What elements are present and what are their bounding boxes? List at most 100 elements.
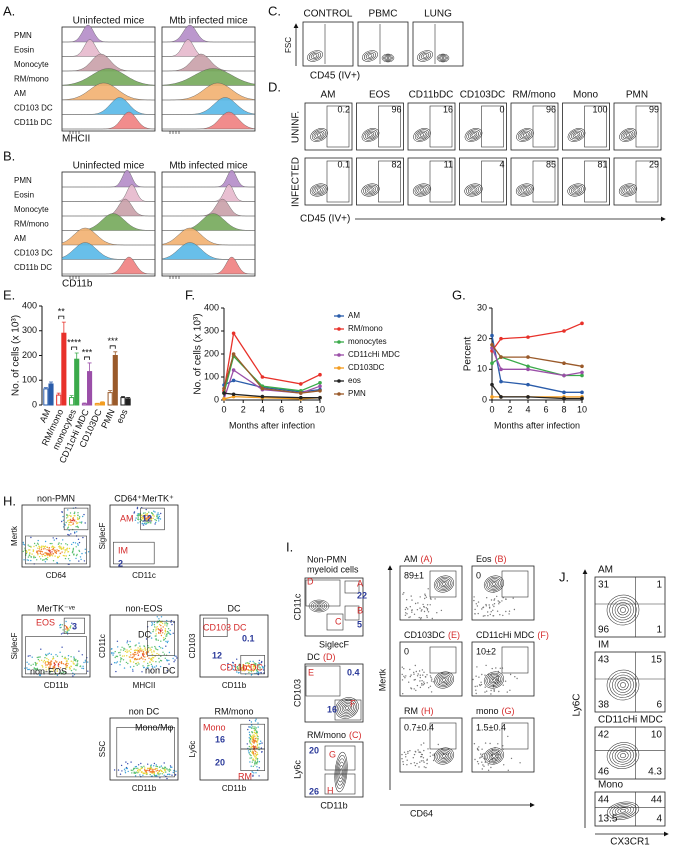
event-dot xyxy=(249,761,251,763)
event-dot xyxy=(53,664,56,666)
event-dot xyxy=(247,662,249,665)
event-dot xyxy=(243,670,245,672)
event-dot xyxy=(473,743,476,745)
event-dot xyxy=(261,751,263,753)
contour xyxy=(483,671,505,689)
event-dot xyxy=(130,654,132,656)
event-dot xyxy=(426,682,428,684)
plot-frame xyxy=(304,102,353,151)
event-dot xyxy=(156,515,159,517)
axis-label: CD11c xyxy=(98,634,107,658)
event-dot xyxy=(142,655,145,658)
event-dot xyxy=(255,757,257,759)
gate-label: 2 xyxy=(118,558,123,568)
event-dot xyxy=(155,628,157,631)
axis-label: CD11c xyxy=(292,593,302,620)
event-dot xyxy=(428,687,430,689)
gate-label: IM xyxy=(118,545,128,555)
contour xyxy=(418,132,426,138)
event-dot xyxy=(164,657,166,659)
contour xyxy=(612,746,634,765)
contour xyxy=(620,808,626,813)
event-dot xyxy=(135,649,138,651)
event-dot xyxy=(513,608,516,611)
event-dot xyxy=(514,676,516,678)
contour xyxy=(519,186,531,194)
row-label: Monocyte xyxy=(14,205,49,214)
point xyxy=(526,364,530,369)
event-dot xyxy=(484,615,486,617)
event-dot xyxy=(413,762,416,764)
event-dot xyxy=(40,648,42,650)
event-dot xyxy=(151,768,153,771)
event-dot xyxy=(163,768,166,771)
plot-frame xyxy=(399,641,463,697)
event-dot xyxy=(61,655,63,658)
event-dot xyxy=(124,648,126,650)
event-dot xyxy=(44,561,47,563)
plot-title: CD11cHi MDC xyxy=(598,715,663,726)
event-dot xyxy=(56,561,58,564)
event-dot xyxy=(423,761,425,763)
event-dot xyxy=(253,734,255,736)
event-dot xyxy=(404,608,407,611)
event-dot xyxy=(138,768,140,771)
event-dot xyxy=(28,549,30,551)
event-dot xyxy=(110,648,113,650)
event-dot xyxy=(124,770,126,772)
error-bar xyxy=(61,321,66,334)
event-dot xyxy=(154,655,156,657)
event-dot xyxy=(481,761,483,763)
event-dot xyxy=(35,664,37,666)
significance-label: *** xyxy=(82,347,93,357)
event-dot xyxy=(166,670,168,672)
event-dot xyxy=(420,618,422,620)
bar xyxy=(81,403,87,406)
panel-label: A. xyxy=(3,3,15,18)
point xyxy=(562,396,566,401)
event-dot xyxy=(256,745,259,747)
event-dot xyxy=(256,664,259,666)
event-dot xyxy=(68,629,70,631)
contour xyxy=(363,129,378,141)
contour xyxy=(345,706,349,710)
event-dot xyxy=(248,671,250,674)
event-dot xyxy=(62,663,65,665)
event-dot xyxy=(46,657,48,660)
event-dot xyxy=(129,659,131,661)
contour xyxy=(442,582,446,586)
event-dot xyxy=(158,645,161,648)
event-dot xyxy=(152,666,154,668)
event-dot xyxy=(25,552,28,555)
event-dot xyxy=(140,519,143,522)
event-dot xyxy=(155,633,157,635)
plot-frame xyxy=(412,21,464,67)
column-header: CD11bDC xyxy=(409,90,454,101)
event-dot xyxy=(472,678,474,681)
event-dot xyxy=(150,670,152,672)
event-dot xyxy=(238,665,240,667)
event-dot xyxy=(259,662,261,665)
event-dot xyxy=(250,765,252,767)
event-dot xyxy=(481,673,483,676)
bar xyxy=(107,392,113,406)
event-dot xyxy=(46,546,48,548)
event-dot xyxy=(41,551,44,553)
event-dot xyxy=(114,650,116,653)
event-dot xyxy=(123,667,126,669)
event-dot xyxy=(401,679,404,681)
axis-label: CX3CR1 xyxy=(610,837,650,848)
event-dot xyxy=(117,646,119,648)
row-label: Monocyte xyxy=(14,60,49,69)
event-dot xyxy=(163,762,165,764)
event-dot xyxy=(164,624,166,626)
gate-label: G xyxy=(329,749,336,759)
event-dot xyxy=(152,656,154,659)
gate xyxy=(140,507,165,531)
event-dot xyxy=(59,651,61,653)
event-dot xyxy=(405,606,408,609)
row-label: RM/mono xyxy=(14,220,49,229)
panel-label: E. xyxy=(3,287,15,302)
event-dot xyxy=(249,750,252,752)
event-dot xyxy=(150,649,152,651)
